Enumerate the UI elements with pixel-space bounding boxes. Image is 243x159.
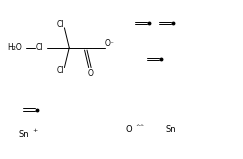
Text: Sn: Sn bbox=[165, 125, 176, 134]
Text: +: + bbox=[32, 128, 38, 133]
Text: H₂O: H₂O bbox=[7, 43, 22, 52]
Text: ^^: ^^ bbox=[136, 124, 145, 129]
Text: O⁻: O⁻ bbox=[105, 39, 115, 48]
Text: Sn: Sn bbox=[18, 130, 29, 139]
Text: O: O bbox=[88, 69, 94, 78]
Text: Cl: Cl bbox=[57, 66, 65, 75]
Text: O: O bbox=[125, 125, 132, 134]
Text: Cl: Cl bbox=[57, 20, 65, 29]
Text: Cl: Cl bbox=[35, 43, 43, 52]
